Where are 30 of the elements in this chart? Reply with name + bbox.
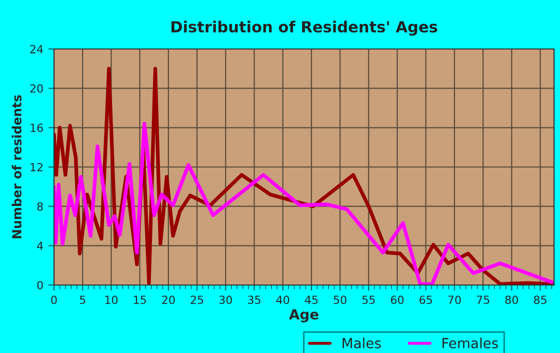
- x-tick-label: 65: [420, 296, 432, 304]
- y-axis-title: Number of residents: [12, 95, 22, 238]
- x-tick-label: 45: [304, 296, 318, 304]
- y-tick-label: 12: [30, 162, 42, 172]
- x-tick-label: 10: [105, 296, 118, 304]
- x-tick-label: 0: [51, 296, 57, 304]
- x-tick-label: 25: [190, 296, 204, 304]
- x-tick-label: 30: [219, 296, 232, 304]
- x-tick-label: 60: [390, 296, 404, 304]
- y-tick-label: 8: [37, 202, 43, 211]
- x-tick-label: 50: [334, 296, 346, 304]
- y-tick-label: 0: [37, 280, 43, 290]
- y-tick-label: 20: [30, 84, 43, 93]
- x-tick-label: 85: [534, 296, 546, 304]
- x-tick-label: 20: [162, 296, 175, 304]
- y-tick-label: 4: [37, 242, 43, 250]
- x-axis-title: Age: [289, 309, 318, 322]
- x-tick-label: 80: [505, 296, 518, 304]
- legend-label: Males: [342, 338, 381, 348]
- y-tick-label: 24: [30, 44, 43, 54]
- legend-label: Females: [442, 338, 498, 348]
- x-tick-label: 35: [248, 296, 260, 304]
- x-tick-label: 40: [276, 296, 290, 304]
- x-tick-label: 55: [362, 296, 375, 304]
- x-tick-label: 15: [134, 296, 146, 304]
- x-tick-label: 5: [80, 296, 86, 304]
- y-tick-label: 16: [30, 124, 43, 132]
- x-tick-label: 70: [448, 296, 461, 304]
- chart-title: Distribution of Residents' Ages: [171, 20, 438, 36]
- x-tick-label: 75: [476, 296, 490, 304]
